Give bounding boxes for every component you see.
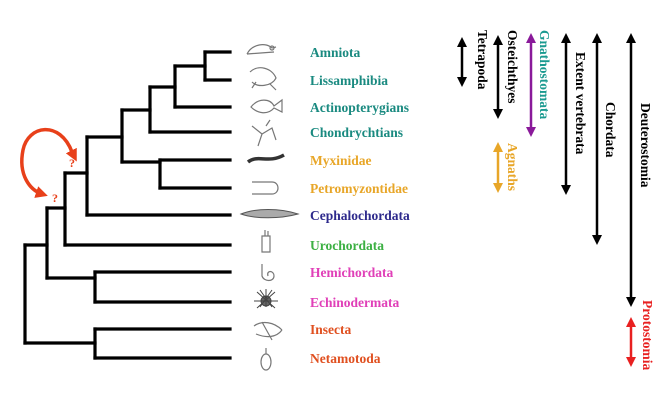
taxon-label-insecta: Insecta bbox=[310, 322, 351, 337]
fly-icon bbox=[253, 321, 283, 341]
tunicate-icon bbox=[261, 230, 271, 253]
taxon-label-amniota: Amniota bbox=[310, 45, 360, 60]
taxon-label-myxinidae: Myxinidae bbox=[310, 153, 372, 168]
taxon-label-netamotoda: Netamotoda bbox=[310, 351, 381, 366]
nematode-icon bbox=[260, 348, 272, 371]
taxon-labels: Amniota Lissamphibia Actinopterygians Chond… bbox=[310, 45, 410, 366]
question-mark-lower: ? bbox=[52, 191, 58, 205]
acorn-worm-icon bbox=[261, 264, 275, 282]
taxon-label-chondrychtians: Chondrychtians bbox=[310, 125, 403, 140]
alternative-rooting-arrow: ? ? bbox=[20, 127, 77, 205]
clade-label-extent-vertebrata: Extent vertebrata bbox=[573, 52, 588, 155]
clade-label-osteichthyes: Osteichthyes bbox=[505, 30, 520, 104]
clade-label-gnathostomata: Gnathostomata bbox=[537, 30, 552, 120]
clade-label-chordata: Chordata bbox=[603, 102, 618, 158]
clade-label-agnaths: Agnaths bbox=[505, 143, 520, 191]
clade-label-protostomia: Protostomia bbox=[640, 300, 655, 370]
organism-icons bbox=[239, 44, 300, 371]
taxon-label-actinopterygians: Actinopterygians bbox=[310, 100, 409, 115]
taxon-label-urochordata: Urochordata bbox=[310, 238, 384, 253]
taxon-label-petromyzontidae: Petromyzontidae bbox=[310, 181, 408, 196]
shark-icon bbox=[251, 119, 277, 147]
lamprey-icon bbox=[252, 181, 279, 195]
lancelet-icon bbox=[239, 209, 300, 219]
clade-label-deuterostomia: Deuterostomia bbox=[638, 103, 653, 188]
sea-urchin-icon bbox=[254, 289, 278, 309]
tree-branches bbox=[23, 50, 232, 360]
frog-icon bbox=[249, 67, 277, 91]
fish-icon bbox=[250, 98, 283, 114]
clade-label-tetrapoda: Tetrapoda bbox=[475, 30, 490, 90]
question-mark-upper: ? bbox=[69, 156, 75, 170]
hagfish-icon bbox=[246, 153, 285, 164]
mouse-icon bbox=[246, 44, 277, 55]
taxon-label-echinodermata: Echinodermata bbox=[310, 295, 399, 310]
taxon-label-cephalochordata: Cephalochordata bbox=[310, 208, 410, 223]
clade-brackets: Tetrapoda Osteichthyes Gnathostomata Agn… bbox=[457, 30, 655, 370]
taxon-label-hemichordata: Hemichordata bbox=[310, 265, 393, 280]
taxon-label-lissamphibia: Lissamphibia bbox=[310, 73, 388, 88]
